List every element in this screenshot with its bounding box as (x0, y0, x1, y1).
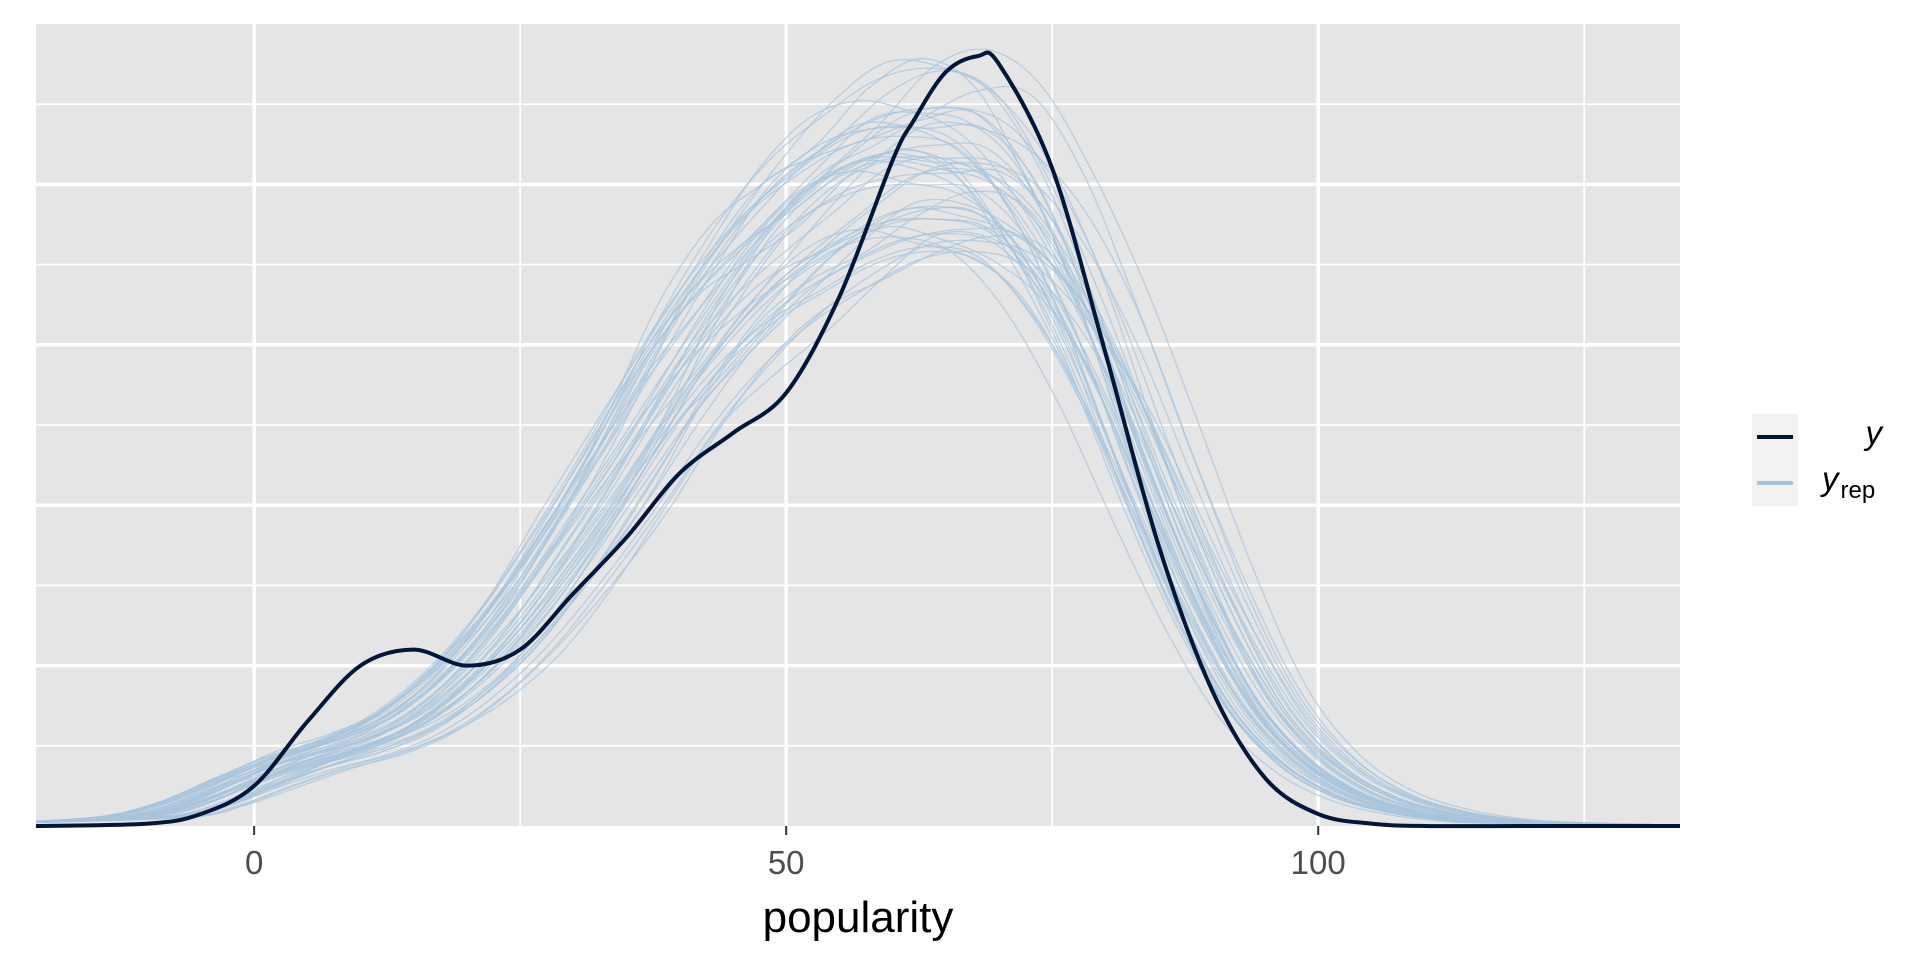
y-rep-draw-line (35, 239, 1681, 826)
y-rep-draw-line (35, 85, 1681, 826)
x-tick-label: 0 (245, 844, 263, 881)
y-rep-draw-line (35, 123, 1681, 826)
y-rep-draw-line (35, 106, 1681, 826)
y-rep-draw-line (35, 152, 1681, 826)
y-rep-draw-line (35, 161, 1681, 826)
legend-label-yrep-base: y (1820, 460, 1841, 497)
legend: y yrep (1752, 414, 1885, 506)
y-rep-draw-line (35, 99, 1681, 826)
y-series-line (35, 50, 1680, 829)
grid-major (36, 24, 1680, 826)
y-rep-draw-line (35, 234, 1681, 826)
y-rep-draw-line (35, 228, 1681, 826)
y-rep-draw-line (35, 236, 1681, 826)
y-rep-series (35, 48, 1681, 826)
y-rep-draw-line (35, 167, 1681, 826)
legend-label-yrep: yrep (1820, 460, 1875, 504)
x-tick-label: 50 (768, 844, 805, 881)
x-axis-ticks: 0 50 100 (245, 826, 1346, 881)
legend-label-y: y (1864, 414, 1885, 451)
y-rep-draw-line (35, 206, 1681, 826)
y-rep-draw-line (35, 232, 1681, 826)
y-rep-draw-line (35, 48, 1681, 826)
y-rep-draw-line (35, 250, 1681, 826)
y-rep-draw-line (35, 70, 1681, 826)
x-tick-label: 100 (1291, 844, 1346, 881)
y-rep-draw-line (35, 121, 1681, 826)
legend-label-yrep-sub: rep (1841, 477, 1876, 504)
y-rep-draw-line (35, 142, 1681, 826)
x-axis-title: popularity (763, 893, 954, 942)
y-rep-draw-line (35, 135, 1681, 826)
